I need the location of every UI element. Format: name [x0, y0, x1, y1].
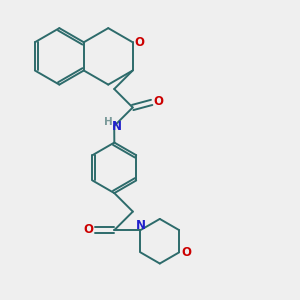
Text: O: O	[83, 223, 93, 236]
Text: O: O	[182, 246, 192, 259]
Text: N: N	[112, 120, 122, 134]
Text: O: O	[153, 95, 163, 108]
Text: H: H	[104, 117, 113, 127]
Text: N: N	[136, 219, 146, 232]
Text: O: O	[134, 36, 144, 49]
